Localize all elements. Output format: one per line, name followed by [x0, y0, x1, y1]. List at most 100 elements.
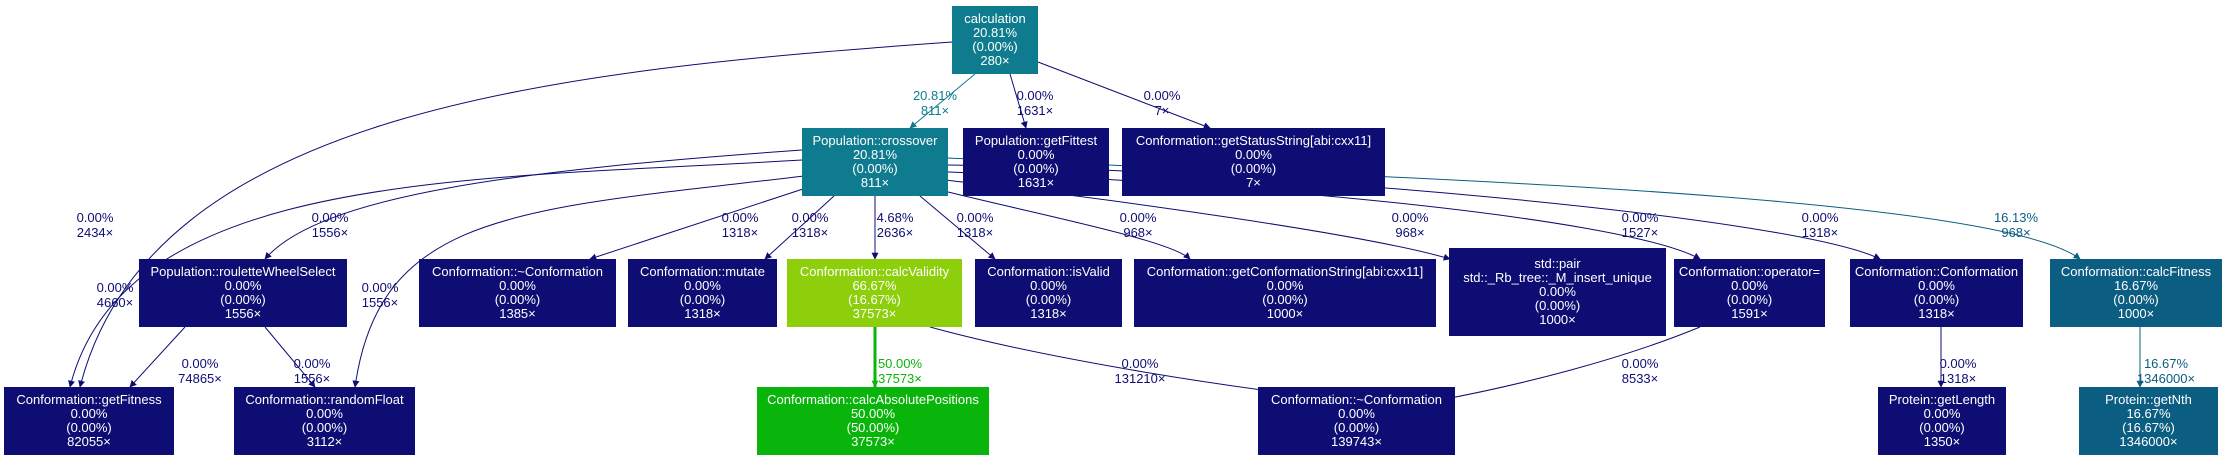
edge-percent: 0.00%	[361, 280, 399, 295]
node-line: 0.00%	[306, 406, 343, 421]
node-line: 1556×	[224, 306, 262, 321]
edge-calculation-to-conf_getstatus	[1037, 61, 1211, 130]
node-line: (50.00%)	[846, 420, 900, 435]
node-conf_mutate[interactable]: Conformation::mutate 0.00% (0.00%) 1318×	[628, 259, 777, 327]
node-line: (0.00%)	[1913, 292, 1960, 307]
node-line: calculation	[964, 11, 1026, 26]
edge-percent: 4.68%	[876, 210, 914, 225]
node-line: 0.00%	[1030, 278, 1067, 293]
node-pop_getfittest[interactable]: Population::getFittest 0.00% (0.00%) 1631×	[963, 128, 1109, 196]
node-conf_calcvalidity[interactable]: Conformation::calcValidity 66.67% (16.67%)…	[787, 259, 962, 327]
edge-percent: 16.13%	[1993, 210, 2039, 225]
node-line: Conformation::getFitness	[16, 392, 162, 407]
node-pop_roulette[interactable]: Population::rouletteWheelSelect 0.00% (0.0…	[139, 259, 347, 327]
edge-label-pop_roulette-to-conf_randomfloat: 0.00% 1556×	[294, 356, 331, 386]
node-line: 0.00%	[224, 278, 262, 293]
node-line: Conformation::~Conformation	[1271, 392, 1442, 407]
edge-calls: 1527×	[1621, 225, 1659, 240]
edge-pop_crossover-to-conf_getconfstring	[939, 189, 1191, 260]
node-conf_calcabs[interactable]: Conformation::calcAbsolutePositions 50.00…	[757, 387, 989, 455]
edge-calls: 1318×	[956, 225, 994, 240]
edge-label-conf_ctor-to-prot_getlength: 0.00% 1318×	[1940, 356, 1977, 386]
edge-percent: 0.00%	[956, 210, 994, 225]
node-calculation[interactable]: calculation 20.81% (0.00%) 280×	[952, 6, 1038, 74]
edge-percent: 0.00%	[1621, 210, 1659, 225]
edge-calls: 4660×	[96, 295, 134, 310]
node-line: 0.00%	[1923, 406, 1961, 421]
edge-calls: 968×	[1395, 225, 1425, 240]
edge-label-pop_crossover-to-conf_isvalid: 0.00% 1318×	[957, 210, 994, 240]
node-conf_opassign[interactable]: Conformation::operator= 0.00% (0.00%) 1591×	[1674, 259, 1825, 327]
edge-calls: 1318×	[1801, 225, 1839, 240]
node-line: Protein::getLength	[1888, 392, 1996, 407]
edge-calls: 1556×	[311, 225, 349, 240]
edge-pop_roulette-to-conf_randomfloat	[264, 326, 316, 388]
node-conf_dtor2[interactable]: Conformation::~Conformation 0.00% (0.00%) 1…	[1258, 387, 1455, 455]
edge-calls: 2434×	[76, 225, 114, 240]
node-line: Population::getFittest	[974, 133, 1098, 148]
node-conf_randomfloat[interactable]: Conformation::randomFloat 0.00% (0.00%) 311…	[234, 387, 415, 455]
node-conf_getconfstring[interactable]: Conformation::getConformationString[abi:…	[1134, 259, 1436, 327]
edge-label-calculation-to-pop_crossover: 20.81% 811×	[913, 88, 957, 118]
edge-calls: 8533×	[1621, 371, 1659, 386]
node-conf_isvalid[interactable]: Conformation::isValid 0.00% (0.00%) 1318×	[975, 259, 1122, 327]
node-line: 0.00%	[70, 406, 108, 421]
edge-pop_crossover-to-conf_calcfitness	[947, 157, 2081, 260]
edge-percent: 0.00%	[311, 210, 349, 225]
node-conf_getstatus[interactable]: Conformation::getStatusString[abi:cxx11]…	[1122, 128, 1385, 196]
edge-percent: 0.00%	[791, 210, 829, 225]
node-line: Conformation::operator=	[1678, 264, 1821, 279]
node-line: Conformation::getStatusString[abi:cxx11]	[1135, 133, 1372, 148]
edge-pop_crossover-to-conf_isvalid	[919, 195, 996, 260]
node-line: 1000×	[2117, 306, 2155, 321]
node-std_pair[interactable]: std::pair std::_Rb_tree::_M_insert_unique…	[1449, 248, 1666, 336]
edge-label-pop_crossover-to-conf_mutate: 0.00% 1318×	[792, 210, 829, 240]
edge-percent: 20.81%	[912, 88, 958, 103]
edge-percent: 0.00%	[1621, 356, 1659, 371]
node-conf_ctor[interactable]: Conformation::Conformation 0.00% (0.00%) 13…	[1850, 259, 2023, 327]
edge-pop_crossover-to-conf_dtor1	[589, 187, 807, 261]
edge-calls: 7×	[1154, 103, 1170, 118]
edge-percent: 0.00%	[1391, 210, 1429, 225]
edge-percent: 0.00%	[1121, 356, 1159, 371]
node-line: Conformation::calcAbsolutePositions	[767, 392, 979, 407]
node-line: 1346000×	[2119, 434, 2178, 449]
node-line: 1631×	[1017, 175, 1055, 190]
node-line: 280×	[980, 53, 1010, 68]
node-line: (0.00%)	[1333, 420, 1380, 435]
edge-label-calculation-to-pop_getfittest: 0.00% 1631×	[1017, 88, 1054, 118]
edge-percent: 0.00%	[96, 280, 134, 295]
node-line: 0.00%	[1731, 278, 1768, 293]
node-line: Conformation::calcValidity	[799, 264, 950, 279]
edge-conf_opassign-to-conf_dtor2	[1439, 326, 1701, 403]
node-pop_crossover[interactable]: Population::crossover 20.81% (0.00%) 811×	[802, 128, 948, 196]
edge-percent: 0.00%	[1143, 88, 1181, 103]
node-line: std::pair	[1534, 256, 1581, 271]
node-line: 0.00%	[1338, 406, 1375, 421]
node-line: (0.00%)	[1025, 292, 1072, 307]
edge-calls: 1318×	[721, 225, 759, 240]
edge-calls: 1556×	[293, 371, 331, 386]
node-line: Population::rouletteWheelSelect	[150, 264, 336, 279]
node-line: 37573×	[852, 306, 897, 321]
edge-calls: 1318×	[1939, 371, 1977, 386]
node-conf_getfitness[interactable]: Conformation::getFitness 0.00% (0.00%) 8205…	[4, 387, 174, 455]
node-conf_calcfitness[interactable]: Conformation::calcFitness 16.67% (0.00%) 10…	[2050, 259, 2222, 327]
node-line: (0.00%)	[972, 39, 1018, 54]
edge-percent: 50.00%	[877, 356, 923, 371]
node-line: 20.81%	[972, 25, 1018, 40]
edge-label-calculation-to-conf_getstatus: 0.00% 7×	[1144, 88, 1181, 118]
edge-calls: 1631×	[1016, 103, 1054, 118]
node-conf_dtor1[interactable]: Conformation::~Conformation 0.00% (0.00%) 1…	[419, 259, 616, 327]
node-prot_getnth[interactable]: Protein::getNth 16.67% (16.67%) 1346000×	[2079, 387, 2218, 455]
edge-label-conf_calcvalidity-to-conf_calcabs: 50.00% 37573×	[878, 356, 922, 386]
node-prot_getlength[interactable]: Protein::getLength 0.00% (0.00%) 1350×	[1878, 387, 2006, 455]
node-line: 20.81%	[852, 147, 898, 162]
edge-label-pop_roulette-to-conf_getfitness: 0.00% 74865×	[178, 356, 222, 386]
node-line: 1385×	[499, 306, 536, 321]
node-line: 16.67%	[2113, 278, 2159, 293]
node-line: 1318×	[1918, 306, 1955, 321]
node-line: Conformation::calcFitness	[2060, 264, 2212, 279]
edge-label-pop_crossover-to-conf_ctor: 0.00% 1318×	[1802, 210, 1839, 240]
